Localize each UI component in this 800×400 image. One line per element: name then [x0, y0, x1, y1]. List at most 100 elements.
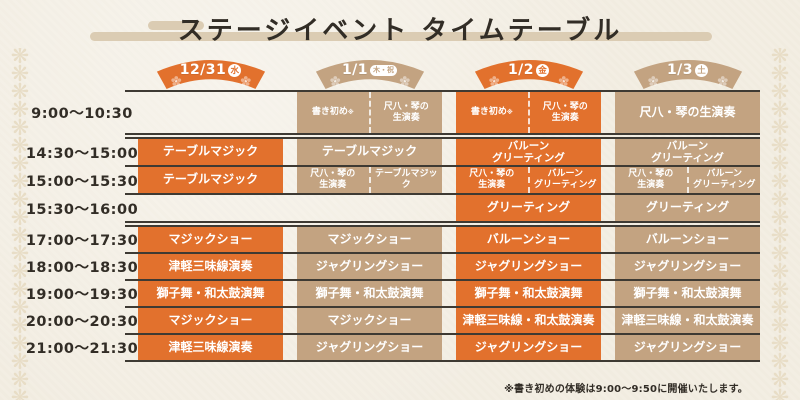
event-text: バルーン グリーティング	[651, 140, 724, 165]
divider-line	[125, 279, 760, 281]
event-label: マジックショー	[297, 227, 442, 252]
event-cell: 津軽三味線・和太鼓演奏	[615, 308, 760, 333]
event-label: バルーン グリーティング	[615, 139, 760, 165]
footnote: ※書き初めの体験は9:00～9:50に開催いたします。	[504, 384, 748, 395]
page-title: ステージイベント タイムテーブル	[177, 16, 623, 46]
date-label: 12/31 水	[138, 62, 283, 78]
timetable-row: 15:30～16:00 グリーティング グリーティング	[25, 195, 760, 221]
event-label: 尺八・琴の 生演奏	[527, 92, 602, 133]
event-label: ジャグリングショー	[615, 254, 760, 279]
event-label: 尺八・琴の生演奏	[615, 92, 760, 133]
title-underline-bar	[90, 32, 712, 41]
event-label: マジックショー	[138, 308, 283, 333]
time-label: 17:00～17:30	[25, 233, 139, 249]
event-text: ジャグリングショー	[474, 258, 583, 273]
event-label: テーブルマジック	[368, 167, 443, 193]
timetable-row: 20:00～20:30 マジックショー マジックショー 津軽三味線・和太鼓演奏 津軽三味…	[26, 308, 760, 333]
time-label: 15:30～16:00	[25, 201, 139, 218]
event-cell: テーブルマジック	[138, 167, 283, 193]
divider-line	[125, 252, 760, 254]
date-label: 1/3 土	[615, 62, 760, 78]
event-text: テーブルマジック	[375, 169, 438, 190]
event-text: マジックショー	[327, 231, 412, 246]
event-text: ジャグリングショー	[315, 258, 424, 273]
event-cell: 尺八・琴の 生演奏 テーブルマジック	[297, 167, 442, 193]
date-text: 1/3	[666, 62, 694, 78]
event-label: 津軽三味線演奏	[138, 335, 283, 360]
date-header-1-3: 1/3 土	[615, 56, 760, 90]
event-cell: ジャグリングショー	[615, 254, 760, 279]
event-text: ジャグリングショー	[315, 339, 424, 354]
event-label: グリーティング	[456, 195, 601, 221]
event-text: 尺八・琴の 生演奏	[469, 169, 515, 190]
timetable-header-row: 12/31 水 1/1 木・祝 1/2 金 1/3 土	[40, 54, 760, 90]
event-cell: 獅子舞・和太鼓演舞	[297, 281, 442, 306]
day-of-week-badge: 金	[536, 63, 550, 77]
event-text: 獅子舞・和太鼓演舞	[156, 285, 265, 300]
date-text: 1/2	[507, 62, 535, 78]
event-text: グリーティング	[486, 200, 571, 215]
time-label: 19:00～19:30	[25, 287, 139, 303]
event-text: 尺八・琴の 生演奏	[628, 169, 674, 190]
double-divider-line	[40, 221, 760, 227]
event-text: テーブルマジック	[162, 172, 259, 187]
event-text: バルーンショー	[486, 231, 571, 246]
event-cell: 尺八・琴の 生演奏 バルーン グリーティング	[615, 167, 760, 193]
event-cell: マジックショー	[138, 308, 283, 333]
time-label: 18:00～18:30	[25, 260, 139, 276]
divider-line	[125, 221, 760, 223]
event-label: ジャグリングショー	[456, 335, 601, 360]
event-cell: 獅子舞・和太鼓演舞	[138, 281, 283, 306]
event-cell	[138, 195, 283, 221]
event-label: 津軽三味線・和太鼓演奏	[615, 308, 760, 333]
event-text: マジックショー	[327, 312, 412, 327]
time-label: 14:30～15:00	[25, 145, 139, 162]
event-text: バルーンショー	[645, 231, 730, 246]
divider-line	[125, 306, 760, 308]
event-label: 津軽三味線演奏	[138, 254, 283, 279]
event-text: 尺八・琴の 生演奏	[310, 169, 356, 190]
event-text: 津軽三味線演奏	[168, 258, 253, 273]
day-of-week-badge: 水	[228, 63, 242, 77]
event-text: マジックショー	[168, 312, 253, 327]
date-header-1-2: 1/2 金	[456, 56, 601, 90]
divider-line	[125, 165, 760, 167]
event-label: テーブルマジック	[297, 139, 442, 165]
event-text: バルーン グリーティング	[693, 169, 756, 190]
event-label: テーブルマジック	[138, 167, 283, 193]
event-cell: グリーティング	[615, 195, 760, 221]
divider-line	[125, 133, 760, 135]
event-text: 獅子舞・和太鼓演舞	[315, 285, 424, 300]
event-label: バルーン グリーティング	[527, 167, 602, 193]
title-accent-bar	[148, 21, 204, 30]
timetable-row: 18:00～18:30 津軽三味線演奏 ジャグリングショー ジャグリングショー ジャグリ…	[25, 254, 760, 279]
event-label: ジャグリングショー	[297, 335, 442, 360]
event-text: 尺八・琴の生演奏	[639, 104, 736, 119]
day-of-week-badge: 土	[695, 63, 709, 77]
event-text: 書き初め	[470, 107, 507, 118]
event-cell: バルーン グリーティング	[615, 139, 760, 166]
event-text: テーブルマジック	[321, 144, 418, 159]
event-label: ジャグリングショー	[456, 254, 601, 279]
time-label: 9:00～10:30	[31, 106, 133, 122]
timetable-row: 17:00～17:30 マジックショー マジックショー バルーンショー バルーンショー	[25, 227, 760, 252]
event-text: バルーン グリーティング	[492, 140, 565, 165]
event-label: バルーン グリーティング	[456, 139, 601, 165]
event-label: バルーンショー	[615, 227, 760, 252]
event-text: 尺八・琴の 生演奏	[383, 101, 429, 123]
event-label: ジャグリングショー	[615, 335, 760, 360]
event-cell: ジャグリングショー	[297, 254, 442, 279]
event-label: 津軽三味線・和太鼓演奏	[456, 308, 601, 333]
date-label: 1/2 金	[456, 62, 601, 78]
fan-icon	[474, 59, 583, 89]
event-cell: ジャグリングショー	[456, 335, 601, 360]
event-label: 獅子舞・和太鼓演舞	[456, 281, 601, 306]
event-cell: マジックショー	[138, 227, 283, 252]
event-text: グリーティング	[645, 200, 730, 215]
event-text: 津軽三味線演奏	[168, 339, 253, 354]
event-cell: バルーンショー	[456, 227, 601, 252]
date-text: 12/31	[179, 62, 227, 78]
timetable-row: 15:00～15:30 テーブルマジック 尺八・琴の 生演奏 テーブルマジック 尺八・琴…	[26, 167, 760, 193]
event-label: テーブルマジック	[138, 139, 283, 165]
